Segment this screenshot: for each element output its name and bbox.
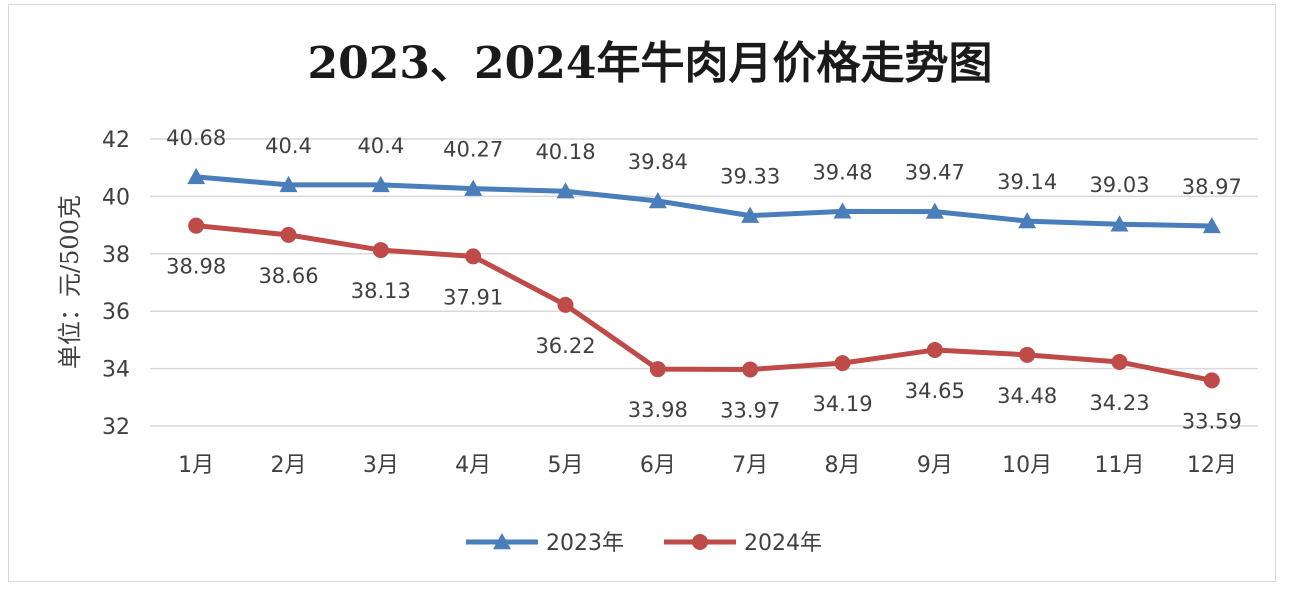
x-tick-label: 8月 [825,453,861,478]
y-tick-label: 36 [102,300,130,325]
y-tick-label: 34 [102,358,130,383]
data-labels: 40.68 40.4 40.4 40.27 40.18 39.84 39.33 39.48 39… [166,126,1242,433]
series-2 [188,217,1220,389]
data-label: 38.97 [1182,175,1242,199]
data-label: 39.48 [812,160,872,184]
y-tick-label: 40 [102,185,130,210]
data-point [465,248,482,265]
x-tick-label: 2月 [271,453,307,478]
data-point [648,191,667,209]
data-label: 37.91 [443,285,503,309]
data-label: 38.13 [351,279,411,303]
x-tick-label: 11月 [1095,453,1145,478]
data-label: 40.68 [166,126,226,150]
data-label: 33.97 [720,398,780,422]
grid-lines [150,138,1258,427]
data-point [371,175,390,193]
data-point [741,206,760,223]
data-point [926,341,943,358]
data-point [1203,372,1220,389]
y-tick-label: 42 [102,128,130,153]
legend-label: 2024年 [744,531,822,556]
chart-frame [8,4,1276,582]
x-tick-label: 6月 [640,453,676,478]
data-point [1202,216,1221,234]
data-label: 40.4 [357,134,404,158]
x-tick-label: 1月 [178,453,214,478]
y-axis-label: 单位：元/500克 [56,195,84,369]
data-point [556,182,575,199]
y-tick-label: 32 [102,415,130,440]
x-tick-label: 3月 [363,453,399,478]
legend-marker [493,533,511,550]
data-label: 40.4 [265,134,312,158]
x-tick-labels: 1月 2月 3月 4月 5月 6月 7月 8月 9月 10月 11月 12月 [178,453,1237,478]
y-tick-label: 38 [102,243,130,268]
data-label: 34.23 [1089,391,1149,415]
series-1 [187,167,1221,234]
data-point [649,361,666,378]
legend-item: 2023年 [466,531,624,556]
data-point [187,167,206,185]
data-label: 34.19 [812,392,872,416]
data-point [279,175,298,193]
legend: 2023年 2024年 [466,531,822,556]
data-label: 39.84 [628,150,688,174]
data-label: 39.33 [720,165,780,189]
data-label: 39.14 [997,170,1057,194]
data-point [833,202,852,219]
data-label: 33.98 [628,398,688,422]
data-label: 38.98 [166,255,226,279]
legend-item: 2024年 [664,531,822,556]
data-point [557,296,574,313]
data-point [1111,353,1128,370]
data-label: 36.22 [535,334,595,358]
x-tick-label: 7月 [732,453,768,478]
legend-label: 2023年 [546,531,624,556]
data-label: 40.27 [443,138,503,162]
data-point [1018,212,1037,229]
data-point [742,361,759,378]
data-label: 39.03 [1089,173,1149,197]
series-line [193,223,1215,383]
x-tick-label: 10月 [1002,453,1052,478]
data-label: 33.59 [1182,409,1242,433]
chart-title: 2023、2024年牛肉月价格走势图 [308,38,993,89]
data-point [280,226,297,243]
legend-marker [692,534,708,550]
x-tick-label: 4月 [455,453,491,478]
data-label: 34.48 [997,384,1057,408]
data-point [834,355,851,372]
series-line [193,174,1215,229]
data-label: 39.47 [905,161,965,185]
data-point [1019,346,1036,363]
data-point [1110,215,1129,232]
series-layer [187,167,1221,389]
data-point [372,242,389,259]
x-tick-label: 9月 [917,453,953,478]
data-label: 40.18 [535,140,595,164]
y-tick-labels: 32 34 36 38 40 42 [102,128,130,440]
data-point [925,202,944,219]
data-point [464,179,483,196]
x-tick-label: 12月 [1187,453,1237,478]
data-point [188,217,205,234]
data-label: 34.65 [905,379,965,403]
data-label: 38.66 [258,264,318,288]
x-tick-label: 5月 [548,453,584,478]
